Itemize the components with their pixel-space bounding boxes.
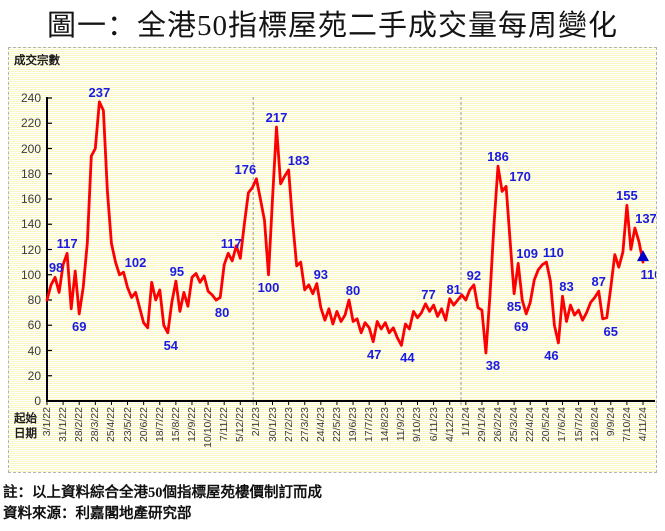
- x-tick-label: 22/4/24: [524, 407, 537, 443]
- data-label: 69: [71, 318, 87, 334]
- y-tick-label: 80: [27, 293, 41, 307]
- data-label: 80: [214, 305, 230, 320]
- data-label: 44: [400, 350, 415, 366]
- data-label: 47: [366, 346, 382, 362]
- data-label: 102: [124, 255, 147, 271]
- data-label: 110: [542, 245, 564, 261]
- x-tick-label: 17/6/24: [556, 407, 569, 443]
- y-tick-label: 180: [20, 166, 41, 181]
- data-label: 69: [513, 318, 529, 334]
- data-label: 109: [516, 246, 539, 262]
- x-tick-label: 10/10/22: [202, 407, 215, 448]
- x-tick-label: 22/5/23: [330, 407, 343, 443]
- data-label: 85: [506, 298, 522, 314]
- data-series-line: [45, 100, 645, 355]
- data-label: 137: [635, 211, 657, 227]
- x-tick-label: 31/1/22: [57, 407, 70, 443]
- x-tick-label: 11/9/23: [395, 407, 408, 442]
- data-label: 80: [345, 283, 361, 298]
- data-label: 217: [265, 110, 288, 126]
- x-tick-label: 20/6/22: [137, 407, 150, 443]
- note-line-1: 註：以上資料綜合全港50個指標屋苑樓價制訂而成: [3, 485, 322, 501]
- x-tick-label: 3/1/22: [41, 407, 53, 437]
- x-tick-label: 12/8/24: [588, 407, 601, 443]
- x-tick-label: 20/5/24: [540, 407, 553, 443]
- x-tick-label: 29/1/24: [475, 407, 488, 443]
- x-tick-label: 25/3/24: [508, 407, 521, 443]
- y-tick-label: 220: [20, 116, 41, 131]
- y-tick-label: 100: [20, 267, 41, 282]
- x-tick-label: 7/11/22: [218, 407, 231, 442]
- data-label: 117: [56, 236, 78, 252]
- x-axis-title: 起始 日期: [14, 413, 37, 440]
- y-axis-title: 成交宗數: [14, 55, 60, 67]
- line-chart-svg: [45, 97, 655, 406]
- data-label: 92: [466, 267, 482, 283]
- x-tick-label: 2/1/23: [250, 407, 263, 437]
- note-line-2: 資料來源：利嘉閣地產研究部: [3, 506, 192, 522]
- figure-title: 圖一：全港50指標屋苑二手成交量每周變化: [46, 10, 618, 42]
- data-label: 93: [313, 266, 329, 282]
- x-tick-label: 25/4/22: [105, 407, 118, 443]
- data-label: 170: [509, 169, 531, 185]
- y-tick-label: 160: [20, 192, 41, 206]
- y-tick-label: 60: [27, 318, 41, 333]
- data-label: 77: [421, 286, 436, 302]
- data-label: 87: [591, 274, 606, 290]
- x-tick-label: 15/8/22: [169, 407, 182, 443]
- x-tick-label: 17/7/23: [363, 407, 376, 443]
- data-label: 98: [48, 260, 64, 276]
- x-tick-label: 7/10/24: [620, 407, 633, 443]
- y-tick-label: 240: [20, 91, 41, 105]
- x-tick-label: 4/11/24: [637, 407, 649, 442]
- x-tick-label: 27/3/23: [298, 407, 311, 443]
- data-label: 117: [220, 236, 242, 252]
- x-tick-label: 28/3/22: [89, 407, 102, 443]
- data-label: 83: [559, 279, 574, 295]
- y-tick-label: 140: [20, 217, 41, 232]
- x-tick-label: 4/12/23: [443, 407, 456, 443]
- y-tick-label: 20: [27, 368, 41, 383]
- x-tick-label: 24/4/23: [314, 407, 327, 443]
- y-tick-label: 120: [20, 242, 41, 257]
- data-label: 110: [640, 267, 656, 283]
- x-tick-label: 18/7/22: [153, 407, 166, 443]
- data-label: 176: [234, 161, 257, 177]
- data-label: 54: [163, 337, 179, 353]
- x-tick-label: 28/2/22: [73, 407, 86, 443]
- data-label: 155: [616, 188, 638, 204]
- data-label: 100: [257, 279, 280, 295]
- data-label: 65: [603, 323, 618, 339]
- data-label: 81: [446, 281, 461, 297]
- x-tick-label: 9/10/23: [411, 407, 424, 443]
- data-label: 38: [485, 358, 501, 374]
- x-tick-label: 6/11/23: [427, 407, 440, 442]
- latest-point-marker-icon: [637, 250, 649, 262]
- y-tick-label: 200: [20, 141, 41, 156]
- data-label: 186: [487, 149, 509, 165]
- x-tick-label: 14/8/23: [379, 407, 392, 443]
- data-label: 95: [169, 264, 185, 280]
- chart-area: 成交宗數起始 日期 0 20 40 60 80 100 120 140 160 180 200 220 2…: [8, 47, 657, 473]
- data-label: 183: [287, 152, 310, 168]
- x-tick-label: 19/6/23: [347, 407, 360, 443]
- data-label: 237: [88, 84, 111, 100]
- x-tick-label: 30/1/23: [266, 407, 279, 443]
- y-tick-label: 40: [27, 343, 41, 358]
- data-label: 46: [544, 347, 559, 363]
- x-tick-label: 26/2/24: [492, 407, 505, 443]
- x-tick-label: 5/12/22: [234, 407, 247, 443]
- y-tick-label: 0: [34, 394, 41, 408]
- x-tick-label: 9/9/24: [604, 407, 617, 437]
- x-tick-label: 27/2/23: [282, 407, 295, 443]
- x-tick-label: 12/9/22: [185, 407, 198, 443]
- x-tick-label: 15/7/24: [572, 407, 585, 443]
- x-tick-label: 1/1/24: [459, 407, 472, 437]
- x-tick-label: 23/5/22: [121, 407, 134, 443]
